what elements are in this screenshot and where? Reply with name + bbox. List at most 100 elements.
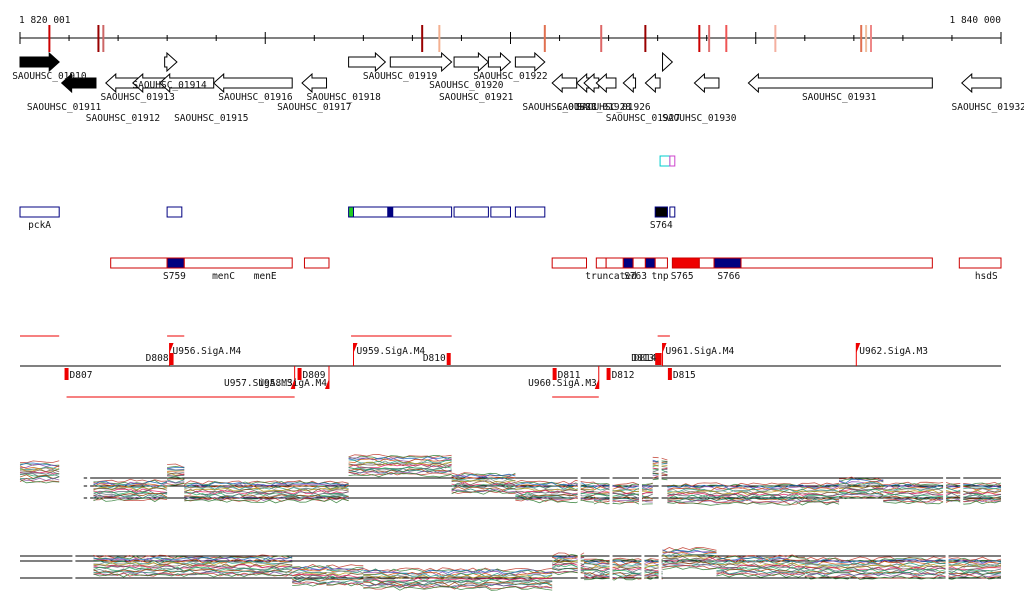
expression-trace <box>716 570 805 575</box>
coverage-gap <box>87 440 91 525</box>
red-feature-label: S766 <box>717 271 740 282</box>
expression-trace <box>883 499 1002 504</box>
expression-trace <box>883 482 1002 487</box>
expression-trace <box>167 472 185 476</box>
expression-trace <box>839 489 884 494</box>
coverage-gap <box>641 540 645 603</box>
expression-trace <box>292 577 327 582</box>
gene-label: SAOUHSC_01913 <box>100 92 174 103</box>
gene-arrow <box>212 72 293 94</box>
expression-trace <box>19 469 60 473</box>
tss-label: U961.SigA.M4 <box>666 346 735 357</box>
gene-arrow <box>159 72 215 94</box>
expression-trace <box>93 556 293 562</box>
expression-trace <box>348 455 452 460</box>
gene-label: SAOUHSC_01915 <box>174 113 248 124</box>
expression-trace <box>167 476 185 480</box>
expression-trace <box>93 564 293 570</box>
blue-feature <box>353 206 389 218</box>
expression-trace <box>883 498 1002 503</box>
expression-trace <box>839 482 884 487</box>
red-feature <box>166 257 185 269</box>
expression-trace <box>363 568 553 574</box>
blue-feature-label: S764 <box>650 220 673 231</box>
expression-trace <box>292 572 327 577</box>
expression-trace <box>363 583 553 589</box>
expression-trace <box>451 483 516 489</box>
gene-label: SAOUHSC_01930 <box>662 113 737 124</box>
gene-arrow <box>348 51 387 73</box>
d-marker <box>655 353 660 365</box>
expression-trace <box>583 558 663 563</box>
expression-trace <box>583 570 663 575</box>
expression-trace <box>167 480 185 484</box>
axis-start-label: 1 820 001 <box>19 15 71 26</box>
tss-track: U956.SigA.M4 U959.SigA.M4 U961.SigA.M4 U962… <box>20 335 1001 398</box>
expression-trace <box>883 490 1002 495</box>
blue-feature <box>654 206 668 218</box>
expression-trace <box>584 568 663 573</box>
expression-trace <box>363 572 553 578</box>
expression-trace <box>348 472 452 478</box>
expression-trace <box>348 464 452 470</box>
gene-label: SAOUHSC_01919 <box>363 71 438 82</box>
expression-trace <box>348 469 452 474</box>
coverage-gap <box>658 440 662 525</box>
expression-trace <box>363 575 553 581</box>
gene-arrow <box>551 72 578 94</box>
expression-trace <box>839 491 884 496</box>
expression-trace <box>93 571 293 577</box>
axis-end-label: 1 840 000 <box>950 15 1002 26</box>
expression-trace <box>839 483 884 488</box>
gene-label: SAOUHSC_01918 <box>307 92 382 103</box>
blue-feature <box>348 206 355 218</box>
expression-trace <box>838 495 884 500</box>
expression-trace <box>348 471 452 476</box>
expression-trace <box>167 482 185 487</box>
expression-trace <box>93 496 168 502</box>
coverage-gap <box>960 440 964 525</box>
blue-feature <box>392 206 453 218</box>
blue-feature-label: pckA <box>28 220 51 231</box>
expression-trace <box>326 579 364 584</box>
tss-marker <box>353 343 358 353</box>
expression-trace <box>804 574 1002 579</box>
gene-arrow <box>514 51 546 73</box>
red-feature <box>654 257 668 269</box>
expression-trace <box>662 558 717 563</box>
d-label: D813 <box>631 353 654 364</box>
red-feature <box>303 257 330 269</box>
gene-arrow <box>644 72 661 94</box>
expression-trace <box>326 582 364 587</box>
gene-label: SAOUHSC_01928 <box>557 102 632 113</box>
expression-trace <box>515 482 594 487</box>
expression-trace <box>839 487 884 492</box>
coverage-gap <box>945 540 949 603</box>
expression-trace <box>93 480 168 486</box>
red-feature <box>622 257 634 269</box>
red-feature <box>644 257 656 269</box>
expression-trace <box>363 584 553 590</box>
red-feature-label: S765 <box>671 271 694 282</box>
red-feature <box>595 257 607 269</box>
expression-trace <box>184 487 349 493</box>
expression-trace <box>883 487 1002 492</box>
expression-trace <box>326 581 364 585</box>
tss-label: U959.SigA.M4 <box>357 346 426 357</box>
coverage-gap <box>609 540 613 603</box>
expression-trace <box>19 479 60 484</box>
tss-marker <box>169 343 174 353</box>
expression-trace <box>363 577 553 582</box>
red-feature <box>698 257 715 269</box>
expression-trace <box>93 497 168 503</box>
expression-trace <box>451 486 516 491</box>
expression-trace <box>883 489 1002 495</box>
gene-label: SAOUHSC_01920 <box>429 80 504 91</box>
red-feature <box>551 257 588 269</box>
gene-label: SAOUHSC_01927 <box>606 113 680 124</box>
expression-trace <box>716 565 805 570</box>
expression-trace <box>167 463 185 468</box>
expression-trace <box>839 492 884 496</box>
gene-arrow <box>19 51 60 73</box>
